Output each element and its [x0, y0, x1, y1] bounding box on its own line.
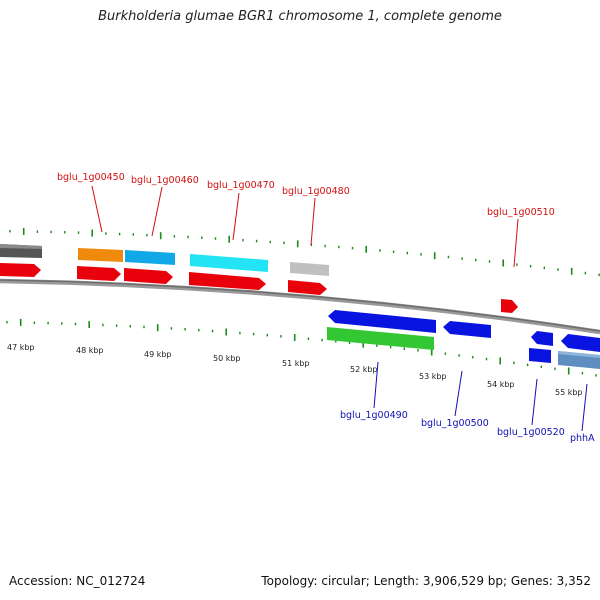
gene-label-forward[interactable]: bglu_1g00510	[487, 207, 555, 218]
gene-label-forward[interactable]: bglu_1g00470	[207, 180, 275, 191]
ruler-label: 54 kbp	[487, 380, 515, 389]
feature-lightgrey[interactable]	[290, 262, 329, 276]
cds-arrow-phha-top[interactable]	[561, 334, 600, 352]
ruler-label: 47 kbp	[7, 343, 35, 352]
cds-arrow-00490[interactable]	[328, 310, 436, 333]
cds-arrow-00510[interactable]	[501, 299, 518, 313]
reverse-features	[327, 327, 600, 369]
leader-lines-reverse	[373, 361, 588, 432]
ruler-label: 52 kbp	[350, 365, 378, 374]
ruler-label: 50 kbp	[213, 354, 241, 363]
accession-text: Accession: NC_012724	[9, 574, 146, 588]
gene-label-reverse[interactable]: bglu_1g00490	[340, 410, 408, 421]
gene-labels-reverse: bglu_1g00490 bglu_1g00500 bglu_1g00520 p…	[340, 410, 595, 444]
leader-line	[151, 186, 163, 237]
cds-arrow-00500[interactable]	[443, 321, 491, 338]
gene-label-forward[interactable]: bglu_1g00480	[282, 186, 350, 197]
leader-line	[531, 378, 538, 426]
feature-grey-left-top	[0, 244, 42, 249]
leader-lines-forward	[91, 185, 519, 268]
cds-arrow-left[interactable]	[0, 263, 41, 277]
ruler-label: 51 kbp	[282, 359, 310, 368]
leader-line	[232, 192, 240, 241]
leader-line	[373, 361, 379, 409]
outer-tick-ring	[9, 227, 600, 277]
ruler-label: 48 kbp	[76, 346, 104, 355]
genome-summary-text: Topology: circular; Length: 3,906,529 bp…	[261, 574, 591, 588]
gene-labels-forward: bglu_1g00450 bglu_1g00460 bglu_1g00470 b…	[57, 172, 555, 218]
chromosome-backbone	[0, 278, 600, 335]
ruler-label: 53 kbp	[419, 372, 447, 381]
ruler-labels: 47 kbp 48 kbp 49 kbp 50 kbp 51 kbp 52 kb…	[7, 343, 583, 397]
forward-cds-arrows	[0, 263, 518, 313]
gene-label-reverse[interactable]: bglu_1g00520	[497, 427, 565, 438]
ruler-label: 49 kbp	[144, 350, 172, 359]
gene-label-reverse[interactable]: bglu_1g00500	[421, 418, 489, 429]
gene-label-forward[interactable]: bglu_1g00450	[57, 172, 125, 183]
leader-line	[513, 218, 519, 268]
ruler-label: 55 kbp	[555, 388, 583, 397]
feature-blue-small[interactable]	[529, 348, 551, 363]
feature-orange[interactable]	[78, 248, 123, 262]
leader-line	[581, 383, 588, 432]
feature-cyan-2[interactable]	[190, 254, 268, 272]
cds-arrow-00480[interactable]	[288, 280, 327, 295]
feature-cyan-1[interactable]	[125, 250, 175, 265]
gene-label-forward[interactable]: bglu_1g00460	[131, 175, 199, 186]
chromosome-backbone-highlight	[0, 279, 600, 332]
cds-arrow-00450[interactable]	[77, 266, 121, 281]
forward-features	[0, 244, 329, 276]
reverse-cds-arrows	[328, 310, 600, 352]
feature-green[interactable]	[327, 327, 434, 350]
cds-arrow-00520-top[interactable]	[531, 331, 553, 346]
map-title: Burkholderia glumae BGR1 chromosome 1, c…	[98, 9, 502, 24]
gene-label-reverse[interactable]: phhA	[570, 433, 595, 444]
leader-line	[91, 185, 103, 233]
cds-arrow-00470[interactable]	[189, 272, 266, 290]
feature-steelblue-top	[558, 351, 600, 358]
leader-line	[454, 370, 463, 417]
leader-line	[310, 197, 316, 246]
cds-arrow-00460[interactable]	[124, 268, 173, 284]
